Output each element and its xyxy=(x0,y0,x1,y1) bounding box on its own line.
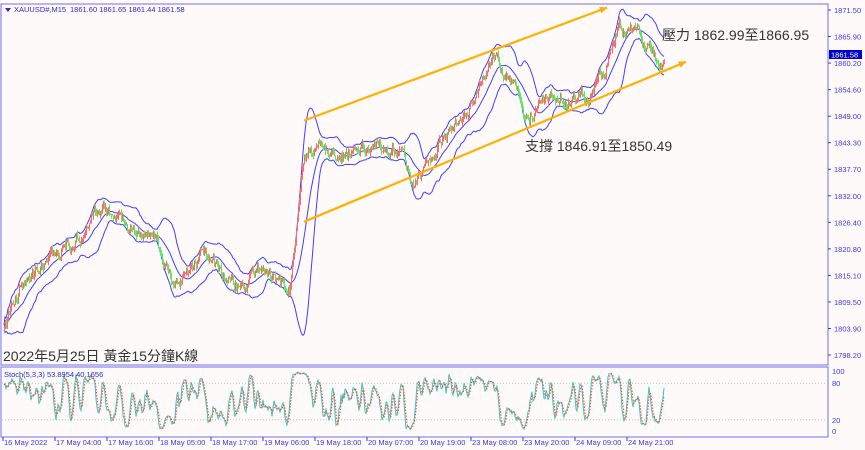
current-price: 1861.58 xyxy=(831,51,858,60)
arrow-head-icon xyxy=(678,61,686,68)
stoch-main-line xyxy=(3,371,665,431)
channel-lower-line xyxy=(303,60,687,223)
time-tick-label: 19 May 18:00 xyxy=(316,438,361,447)
time-tick-label: 18 May 05:00 xyxy=(160,438,205,447)
resistance-annotation: 壓力 1862.99至1866.95 xyxy=(662,27,809,43)
price-tick-label: 1820.80 xyxy=(834,245,861,254)
trend-channel xyxy=(303,6,687,223)
time-tick-label: 17 May 16:00 xyxy=(108,438,153,447)
collapse-triangle-icon[interactable] xyxy=(5,8,11,12)
stochastic-lines xyxy=(2,371,827,431)
time-tick-label: 19 May 06:00 xyxy=(264,438,309,447)
arrow-head-icon xyxy=(599,6,607,14)
ohlc-label: 1861.60 1861.65 1861.44 1861.58 xyxy=(70,5,185,14)
time-tick-label: 24 May 21:00 xyxy=(628,438,673,447)
time-tick-label: 17 May 04:00 xyxy=(56,438,101,447)
time-tick-label: 23 May 20:00 xyxy=(524,438,569,447)
price-tick-label: 1837.70 xyxy=(834,165,861,174)
stoch-label: Stoch(5,3,3) 53.8954 40.1656 xyxy=(4,370,103,379)
time-tick-label: 20 May 19:00 xyxy=(420,438,465,447)
price-tick-label: 1843.30 xyxy=(834,139,861,148)
price-tick-label: 1860.20 xyxy=(834,59,861,68)
symbol-label: XAUUSD#,M15 xyxy=(14,5,66,14)
price-tick-label: 1865.90 xyxy=(834,33,861,42)
price-tick-label: 1849.00 xyxy=(834,112,861,121)
stoch-level-100: 100 xyxy=(832,367,845,376)
price-tick-label: 1803.90 xyxy=(834,324,861,333)
current-price-badge xyxy=(829,50,862,59)
bollinger-upper xyxy=(3,8,665,326)
price-tick-label: 1871.50 xyxy=(834,6,861,15)
time-tick-label: 23 May 08:00 xyxy=(472,438,517,447)
time-tick-label: 24 May 09:00 xyxy=(576,438,621,447)
price-tick-label: 1826.40 xyxy=(834,218,861,227)
price-tick-label: 1815.10 xyxy=(834,271,861,280)
time-tick-label: 18 May 17:00 xyxy=(212,438,257,447)
price-tick-label: 1854.60 xyxy=(834,86,861,95)
main-pane xyxy=(0,3,829,366)
bollinger-lower xyxy=(3,37,665,336)
stoch-signal-line xyxy=(3,372,665,430)
time-tick-label: 16 May 2022 xyxy=(4,438,47,447)
stoch-level-0: 0 xyxy=(832,427,836,436)
price-tick-label: 1798.20 xyxy=(834,351,861,360)
support-annotation: 支撐 1846.91至1850.49 xyxy=(525,138,672,154)
channel-upper-line xyxy=(303,6,608,122)
price-tick-label: 1832.00 xyxy=(834,192,861,201)
stoch-level-20: 20 xyxy=(832,416,840,425)
stoch-level-80: 80 xyxy=(832,379,840,388)
chart-caption: 2022年5月25日 黃金15分鐘K線 xyxy=(3,348,198,364)
price-axis: 1871.50 1865.90 1860.20 1854.60 1849.00 1843.… xyxy=(828,6,861,360)
time-tick-label: 20 May 07:00 xyxy=(368,438,413,447)
time-axis: 16 May 2022 17 May 04:00 17 May 16:00 18 Ma… xyxy=(2,437,673,447)
price-tick-label: 1809.50 xyxy=(834,298,861,307)
